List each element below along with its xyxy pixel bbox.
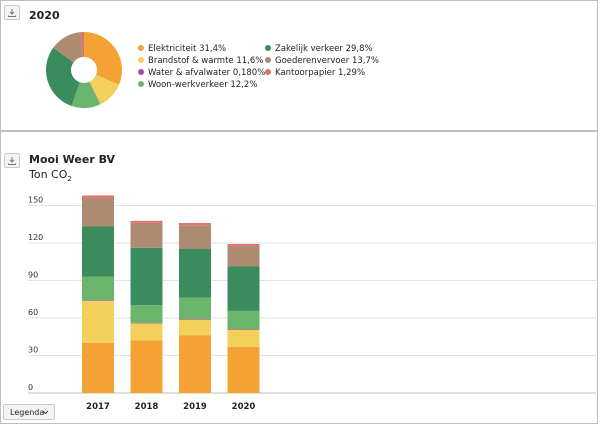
bar-segment[interactable]	[227, 329, 260, 347]
pie-slice[interactable]	[71, 81, 100, 109]
legend-toggle-label: Legenda	[10, 408, 45, 417]
pie-slice[interactable]	[53, 32, 83, 63]
download-icon	[8, 9, 16, 17]
bar-segment[interactable]	[82, 300, 114, 301]
pie-slice[interactable]	[89, 75, 120, 105]
download-icon	[8, 157, 16, 165]
pie-legend-item[interactable]: Brandstof & warmte 11,6%	[138, 56, 263, 66]
bar-segment[interactable]	[179, 319, 211, 336]
y-tick-label: 30	[28, 346, 38, 355]
bar-segment[interactable]	[130, 247, 163, 306]
bar-segment[interactable]	[82, 226, 114, 277]
bar-title: Mooi Weer BV	[29, 153, 116, 166]
pie-slice[interactable]	[89, 81, 101, 105]
bar-subtitle-sub: 2	[67, 175, 72, 184]
legend-toggle-button[interactable]: Legenda	[3, 404, 55, 420]
bar-segment[interactable]	[130, 222, 163, 248]
pie-chart	[45, 32, 122, 109]
bar-segment[interactable]	[227, 244, 260, 246]
x-tick-label: 2018	[135, 402, 159, 412]
legend-label: Zakelijk verkeer 29,8%	[275, 44, 373, 54]
y-tick-label: 0	[28, 383, 33, 392]
bar-segment[interactable]	[227, 310, 260, 329]
pie-slice[interactable]	[84, 32, 122, 85]
bar-segment[interactable]	[179, 223, 211, 226]
pie-legend-item[interactable]: Goederenvervoer 13,7%	[265, 56, 379, 66]
legend-swatch	[138, 81, 144, 87]
pie-legend-item[interactable]: Woon-werkverkeer 12,2%	[138, 80, 257, 90]
legend-swatch	[265, 57, 271, 63]
legend-swatch	[138, 57, 144, 63]
y-tick-label: 150	[28, 196, 43, 205]
bar-segment[interactable]	[82, 300, 114, 344]
bar-segment[interactable]	[130, 340, 163, 394]
legend-label: Water & afvalwater 0,180%	[148, 68, 266, 78]
bar-chart: 0 30 60 90 120 150 2017 2018 2019 2020	[28, 195, 596, 412]
legend-label: Brandstof & warmte 11,6%	[148, 56, 264, 66]
download-button[interactable]	[4, 5, 20, 20]
pie-slice[interactable]	[45, 47, 80, 106]
bar-segment[interactable]	[227, 329, 260, 330]
bar-segment[interactable]	[130, 220, 163, 223]
bar-segment[interactable]	[82, 276, 114, 301]
bar-segment[interactable]	[179, 225, 211, 249]
y-tick-label: 120	[28, 233, 43, 242]
bar-segment[interactable]	[130, 305, 163, 323]
legend-swatch	[265, 45, 271, 51]
bar-segment[interactable]	[227, 245, 260, 267]
pie-slice[interactable]	[80, 32, 84, 58]
bar-segment[interactable]	[82, 195, 114, 198]
legend-label: Elektriciteit 31,4%	[148, 44, 227, 54]
bar-segment[interactable]	[179, 249, 211, 298]
x-tick-label: 2019	[183, 402, 207, 412]
bar-subtitle-text: Ton CO	[29, 168, 68, 181]
bar-segment[interactable]	[130, 322, 163, 324]
bar-subtitle: Ton CO2	[29, 168, 72, 183]
chevron-down-icon	[42, 410, 49, 415]
pie-legend-item[interactable]: Zakelijk verkeer 29,8%	[265, 44, 373, 54]
bar-segment[interactable]	[130, 323, 163, 341]
y-tick-label: 90	[28, 271, 38, 280]
bar-segment[interactable]	[82, 197, 114, 227]
legend-swatch	[138, 69, 144, 75]
download-button[interactable]	[4, 153, 20, 168]
bar-segment[interactable]	[179, 297, 211, 319]
legend-swatch	[138, 45, 144, 51]
bar-segment[interactable]	[227, 266, 260, 311]
pie-legend-item[interactable]: Elektriciteit 31,4%	[138, 44, 226, 54]
legend-label: Woon-werkverkeer 12,2%	[148, 80, 258, 90]
legend-label: Kantoorpapier 1,29%	[275, 68, 366, 78]
pie-legend-item[interactable]: Water & afvalwater 0,180%	[138, 68, 265, 78]
pie-panel: 2020 Elektriciteit 31,4% Zakelijk verkeer…	[0, 0, 598, 131]
bar-segment[interactable]	[227, 346, 260, 393]
bar-segment[interactable]	[179, 319, 211, 320]
pie-title: 2020	[29, 9, 60, 22]
pie-legend-item[interactable]: Kantoorpapier 1,29%	[265, 68, 365, 78]
x-tick-label: 2020	[232, 402, 256, 412]
bar-segment[interactable]	[82, 343, 114, 393]
bar-segment[interactable]	[179, 335, 211, 394]
legend-label: Goederenvervoer 13,7%	[275, 56, 379, 66]
x-tick-label: 2017	[86, 402, 110, 412]
y-tick-label: 60	[28, 308, 38, 317]
legend-swatch	[265, 69, 271, 75]
